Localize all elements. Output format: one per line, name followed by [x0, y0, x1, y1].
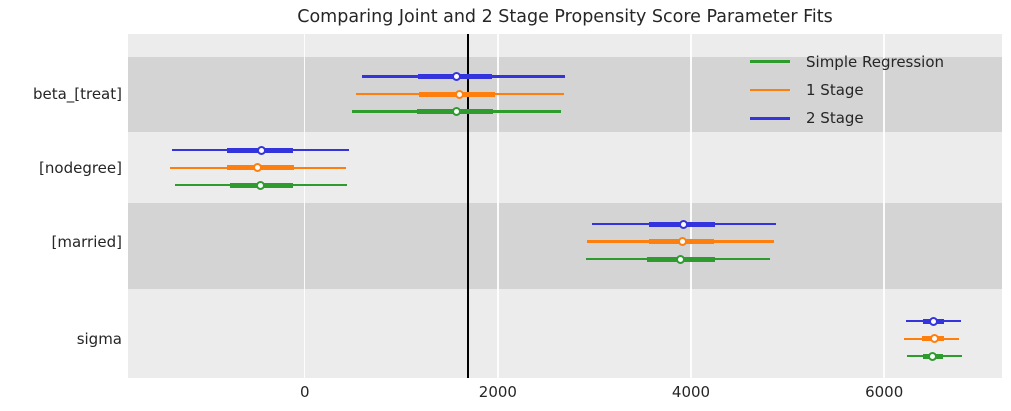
legend-item: Simple Regression: [750, 53, 944, 71]
legend-label: 1 Stage: [806, 81, 864, 99]
plot-area: [128, 34, 1002, 378]
point-marker: [256, 145, 266, 155]
point-marker: [451, 72, 461, 81]
point-marker: [676, 254, 686, 264]
gridline: [883, 34, 885, 378]
point-marker: [452, 107, 462, 116]
x-tick-label: 4000: [671, 383, 711, 401]
point-marker: [928, 351, 938, 361]
point-marker: [256, 180, 266, 190]
chart-title: Comparing Joint and 2 Stage Propensity S…: [297, 7, 833, 27]
y-tick-label: [married]: [51, 232, 123, 251]
legend-label: Simple Regression: [806, 52, 945, 71]
y-tick-label: [nodegree]: [39, 158, 122, 177]
point-marker: [928, 316, 938, 326]
legend-item: 2 Stage: [750, 109, 864, 127]
x-tick-label: 2000: [478, 383, 517, 401]
legend-line-swatch: [750, 117, 790, 120]
gridline: [303, 34, 306, 378]
point-marker: [253, 163, 263, 173]
point-marker: [929, 334, 939, 344]
legend-line-swatch: [750, 60, 790, 63]
point-marker: [678, 219, 688, 229]
gridline: [690, 34, 692, 378]
x-tick-label: 0: [299, 383, 310, 401]
point-marker: [678, 237, 688, 246]
point-marker: [454, 89, 464, 99]
category-band: [128, 57, 1002, 132]
legend-label: 2 Stage: [806, 109, 864, 128]
y-tick-label: sigma: [76, 329, 122, 348]
y-tick-label: beta_[treat]: [32, 85, 122, 103]
category-band: [128, 203, 1002, 289]
reference-line: [466, 34, 469, 378]
legend-line-swatch: [750, 88, 790, 92]
gridline: [497, 34, 499, 378]
legend-item: 1 Stage: [750, 81, 864, 99]
x-tick-label: 6000: [865, 383, 904, 401]
